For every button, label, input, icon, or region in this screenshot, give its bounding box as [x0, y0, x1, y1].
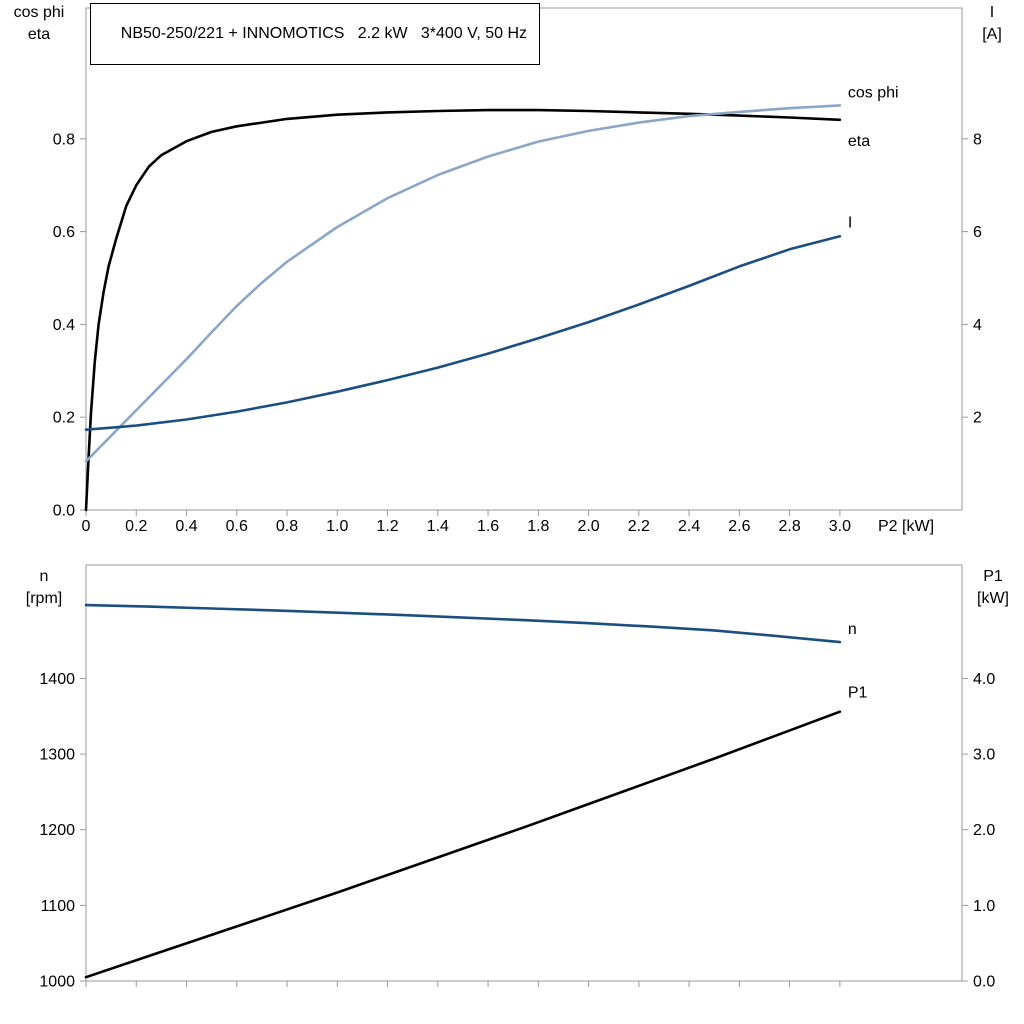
left-tick-label: 1100	[41, 898, 76, 915]
left-tick-label: 0.0	[53, 503, 75, 520]
x-tick-label: 2.6	[728, 518, 750, 535]
left-axis-line-2: eta	[27, 26, 51, 43]
x-tick-label: 2.8	[778, 518, 800, 535]
x-tick-label: 1.4	[427, 518, 449, 535]
chart-title-box: NB50-250/221 + INNOMOTICS 2.2 kW 3*400 V…	[90, 3, 541, 65]
right-axis-line-1: I	[989, 4, 995, 21]
left-tick-label: 1200	[39, 822, 75, 839]
right-axis-line-2: [A]	[982, 26, 1002, 43]
x-tick-label: 0.6	[226, 518, 248, 535]
x-tick-label: 0.8	[276, 518, 298, 535]
x-tick-label: 1.0	[326, 518, 348, 535]
curve-cos-phi	[84, 104, 842, 463]
curve-label-cos-phi: cos phi	[848, 84, 899, 101]
right-tick-label: 2.0	[973, 822, 995, 839]
left-tick-label: 0.8	[53, 131, 75, 148]
top-right-axis-title: I [A]	[964, 2, 1020, 46]
x-tick-label: 2.0	[577, 518, 599, 535]
power-axis-line-1: P1	[983, 568, 1003, 585]
left-tick-label: 1000	[39, 974, 75, 991]
x-tick-label: 1.2	[376, 518, 398, 535]
x-tick-label: 1.6	[477, 518, 499, 535]
right-tick-label: 3.0	[973, 747, 995, 764]
x-tick-label: 3.0	[829, 518, 851, 535]
x-tick-label: 0	[82, 518, 91, 535]
curve-label-p1: P1	[848, 685, 868, 702]
bottom-left-axis-title: n [rpm]	[6, 566, 82, 610]
right-tick-label: 8	[973, 131, 982, 148]
x-axis-label: P2 [kW]	[878, 518, 934, 535]
bottom-right-axis-title: P1 [kW]	[964, 566, 1022, 610]
right-tick-label: 1.0	[973, 898, 995, 915]
curve-label-n: n	[848, 621, 857, 638]
right-tick-label: 6	[973, 224, 982, 241]
x-tick-label: 2.2	[628, 518, 650, 535]
curve-n	[84, 603, 842, 644]
speed-axis-line-2: [rpm]	[25, 590, 63, 607]
right-tick-label: 4.0	[973, 671, 995, 688]
right-tick-label: 2	[973, 410, 982, 427]
left-tick-label: 1300	[39, 747, 75, 764]
chart-frame	[85, 564, 963, 982]
x-tick-label: 0.2	[125, 518, 147, 535]
x-tick-label: 2.4	[678, 518, 700, 535]
left-axis-line-1: cos phi	[13, 4, 65, 21]
chart-title: NB50-250/221 + INNOMOTICS 2.2 kW 3*400 V…	[120, 25, 528, 42]
top-left-axis-title: cos phi eta	[0, 2, 78, 46]
left-tick-label: 0.6	[53, 224, 75, 241]
chart-frame	[85, 7, 963, 511]
curve-label-eta: eta	[848, 133, 870, 150]
power-axis-line-2: [kW]	[977, 590, 1009, 607]
curve-label-i: I	[848, 214, 852, 231]
curve-eta	[84, 108, 842, 512]
curve-p1	[84, 710, 842, 979]
speed-axis-line-1: n	[39, 568, 49, 585]
left-tick-label: 0.4	[53, 317, 75, 334]
x-tick-label: 0.4	[175, 518, 197, 535]
left-tick-label: 1400	[39, 671, 75, 688]
x-tick-label: 1.8	[527, 518, 549, 535]
right-tick-label: 4	[973, 317, 982, 334]
left-tick-label: 0.2	[53, 410, 75, 427]
right-tick-label: 0.0	[973, 974, 995, 991]
curve-i	[84, 235, 842, 432]
